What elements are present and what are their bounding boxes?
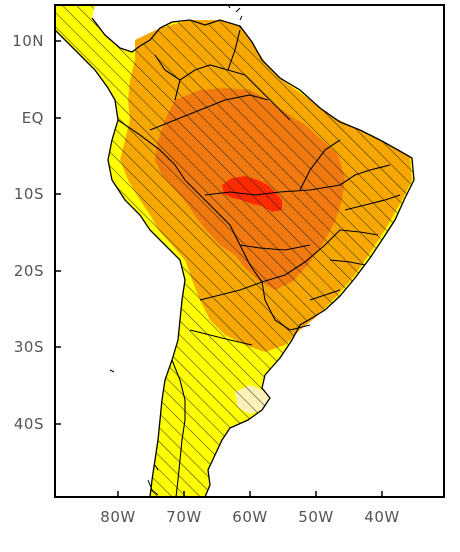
- latitude-ticks: [55, 40, 61, 425]
- coastline: [55, 17, 415, 497]
- lat-label-30s: 30S: [13, 338, 44, 356]
- longitude-ticks: [117, 491, 383, 497]
- caribbean-islands: [227, 5, 243, 21]
- lat-label-10n: 10N: [12, 32, 44, 50]
- lat-label-20s: 20S: [13, 262, 44, 280]
- lat-label-10s: 10S: [13, 185, 44, 203]
- political-borders: [117, 29, 401, 497]
- lat-label-eq: EQ: [21, 109, 44, 127]
- southern-islands: [109, 369, 159, 496]
- lat-label-40s: 40S: [13, 415, 44, 433]
- lon-label-80w: 80W: [100, 508, 136, 526]
- lon-label-60w: 60W: [232, 508, 268, 526]
- lon-label-40w: 40W: [364, 508, 400, 526]
- map-content: [55, 5, 415, 497]
- lon-label-50w: 50W: [298, 508, 334, 526]
- hatching-overlay: [55, 5, 414, 497]
- lon-label-70w: 70W: [166, 508, 202, 526]
